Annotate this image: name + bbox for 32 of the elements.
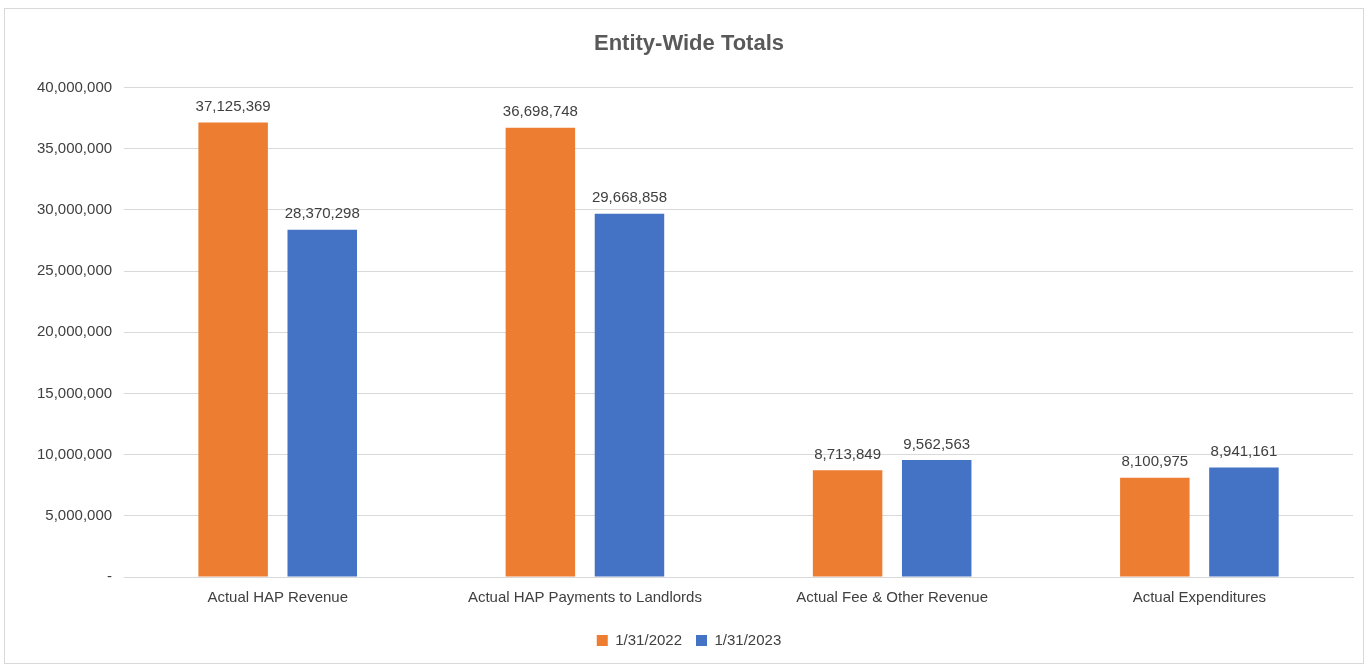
y-tick-label: - [107,567,113,585]
legend-label: 1/31/2023 [714,630,782,648]
data-label: 8,941,161 [1210,442,1278,460]
data-label: 8,713,849 [814,444,881,462]
data-label: 29,668,858 [591,188,668,206]
x-tick-label: Actual HAP Revenue [207,588,349,606]
x-tick-label: Actual Fee & Other Revenue [796,588,989,606]
data-label: 9,562,563 [903,434,971,452]
bar [812,470,883,577]
bar [1209,467,1279,577]
bar [901,459,972,577]
bar [198,122,268,577]
y-tick-label: 15,000,000 [37,383,113,401]
y-tick-label: 40,000,000 [37,77,113,95]
y-tick-label: 30,000,000 [37,199,113,217]
bar [1120,477,1190,577]
legend-label: 1/31/2022 [615,630,682,648]
x-tick-label: Actual HAP Payments to Landlords [467,588,702,606]
bar [287,229,357,577]
x-tick-label: Actual Expenditures [1132,588,1267,606]
y-tick-label: 35,000,000 [37,138,113,156]
data-label: 37,125,369 [195,97,271,115]
y-tick-label: 5,000,000 [45,505,113,523]
bar [505,127,576,577]
y-tick-label: 25,000,000 [37,261,113,279]
y-tick-label: 10,000,000 [37,444,113,462]
data-label: 8,100,975 [1121,452,1189,470]
data-label: 28,370,298 [284,204,360,222]
chart-title: Entity-Wide Totals [593,30,785,56]
data-label: 36,698,748 [502,102,578,120]
bar [594,213,665,577]
y-tick-label: 20,000,000 [37,322,113,340]
